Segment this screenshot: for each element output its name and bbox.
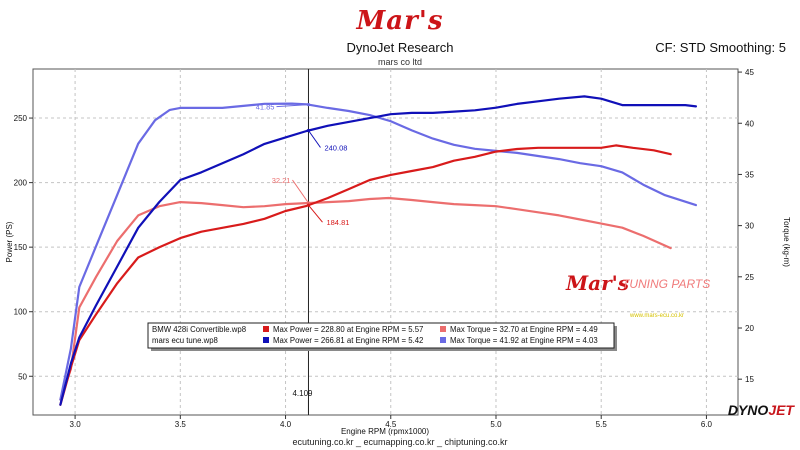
y-tick-label-right: 15 — [745, 375, 754, 384]
annotation-arrow — [292, 179, 309, 204]
legend-box — [147, 322, 615, 349]
y-tick-label-left: 150 — [14, 243, 28, 252]
correction-factor: CF: STD Smoothing: 5 — [655, 40, 786, 55]
x-axis-label: Engine RPM (rpmx1000) — [341, 427, 429, 436]
series-line-power-stock — [59, 144, 672, 406]
annotation-point — [306, 203, 311, 207]
annotation-arrow — [308, 204, 323, 223]
x-tick-label: 4.5 — [385, 420, 397, 429]
legend-file-name: mars ecu tune.wp8 — [152, 336, 218, 345]
chart-title: DynoJet Research — [346, 40, 454, 55]
series-line-power-tuned — [59, 95, 698, 406]
x-tick-label: 5.0 — [490, 420, 502, 429]
chart-subtitle: mars co ltd — [377, 57, 422, 67]
cursor-annotation-label: 41.85 — [256, 103, 275, 112]
legend-max-torque: Max Torque = 41.92 at Engine RPM = 4.03 — [450, 336, 598, 345]
annotation-point — [306, 103, 311, 107]
legend: BMW 428i Convertible.wp8 Max Power = 228.… — [147, 322, 617, 351]
cursor-annotation-label: 32.21 — [272, 176, 291, 185]
y-tick-label-left: 200 — [14, 179, 28, 188]
dynojet-logo-part2: JET — [768, 402, 794, 418]
series-line-torque-tuned — [59, 102, 698, 401]
legend-max-torque: Max Torque = 32.70 at Engine RPM = 4.49 — [450, 325, 598, 334]
rpm-cursor-label: 4.109 — [292, 389, 313, 398]
axes: 3.0 3.5 4.0 4.5 5.0 5.5 6.0 50 100 150 200 250 15 20 2… — [14, 68, 755, 429]
annotation-arrow — [276, 104, 309, 108]
legend-power-swatch — [263, 326, 269, 332]
annotation-arrow — [308, 130, 321, 148]
legend-torque-swatch — [440, 337, 446, 343]
y-axis-label-right: Torque (kg-m) — [782, 217, 791, 267]
annotation-point — [306, 128, 311, 133]
y-tick-label-left: 100 — [14, 308, 28, 317]
y-tick-label-right: 35 — [745, 170, 754, 179]
x-tick-label: 3.0 — [70, 420, 82, 429]
watermark-url: www.mars-ecu.co.kr — [629, 313, 684, 319]
x-tick-label: 5.5 — [596, 420, 608, 429]
y-tick-label-left: 50 — [18, 372, 27, 381]
series-group — [59, 95, 698, 406]
footer-links: ecutuning.co.kr _ ecumapping.co.kr _ chi… — [292, 437, 508, 447]
legend-torque-swatch — [440, 326, 446, 332]
watermark: Mar's TUNING PARTS www.mars-ecu.co.kr — [565, 271, 710, 319]
cursor-annotation-label: 184.81 — [326, 218, 349, 227]
brand-logo: Mar's — [356, 6, 444, 36]
x-tick-label: 4.0 — [280, 420, 292, 429]
plot-area — [32, 68, 739, 416]
watermark-logo: Mar's — [565, 271, 629, 295]
legend-power-swatch — [263, 337, 269, 343]
legend-max-power: Max Power = 228.80 at Engine RPM = 5.57 — [273, 325, 423, 334]
watermark-text: TUNING PARTS — [622, 277, 710, 291]
series-line-torque-stock — [59, 196, 672, 401]
y-axis-label-left: Power (PS) — [5, 221, 14, 262]
y-tick-label-left: 250 — [14, 114, 28, 123]
y-tick-label-right: 30 — [745, 222, 754, 231]
x-tick-label: 3.5 — [175, 420, 187, 429]
cursor-annotation-label: 240.08 — [324, 144, 347, 153]
legend-file-name: BMW 428i Convertible.wp8 — [152, 325, 246, 334]
y-tick-label-right: 40 — [745, 119, 754, 128]
y-tick-label-right: 20 — [745, 324, 754, 333]
dynojet-logo: DYNOJET — [728, 402, 794, 418]
dynojet-logo-part1: DYNO — [727, 402, 769, 418]
y-tick-label-right: 25 — [745, 273, 754, 282]
legend-max-power: Max Power = 266.81 at Engine RPM = 5.42 — [273, 336, 423, 345]
cursor-annotations: 41.85 240.08 32.21 184.81 — [256, 103, 350, 228]
x-tick-label: 6.0 — [701, 420, 713, 429]
y-tick-label-right: 45 — [745, 68, 754, 77]
